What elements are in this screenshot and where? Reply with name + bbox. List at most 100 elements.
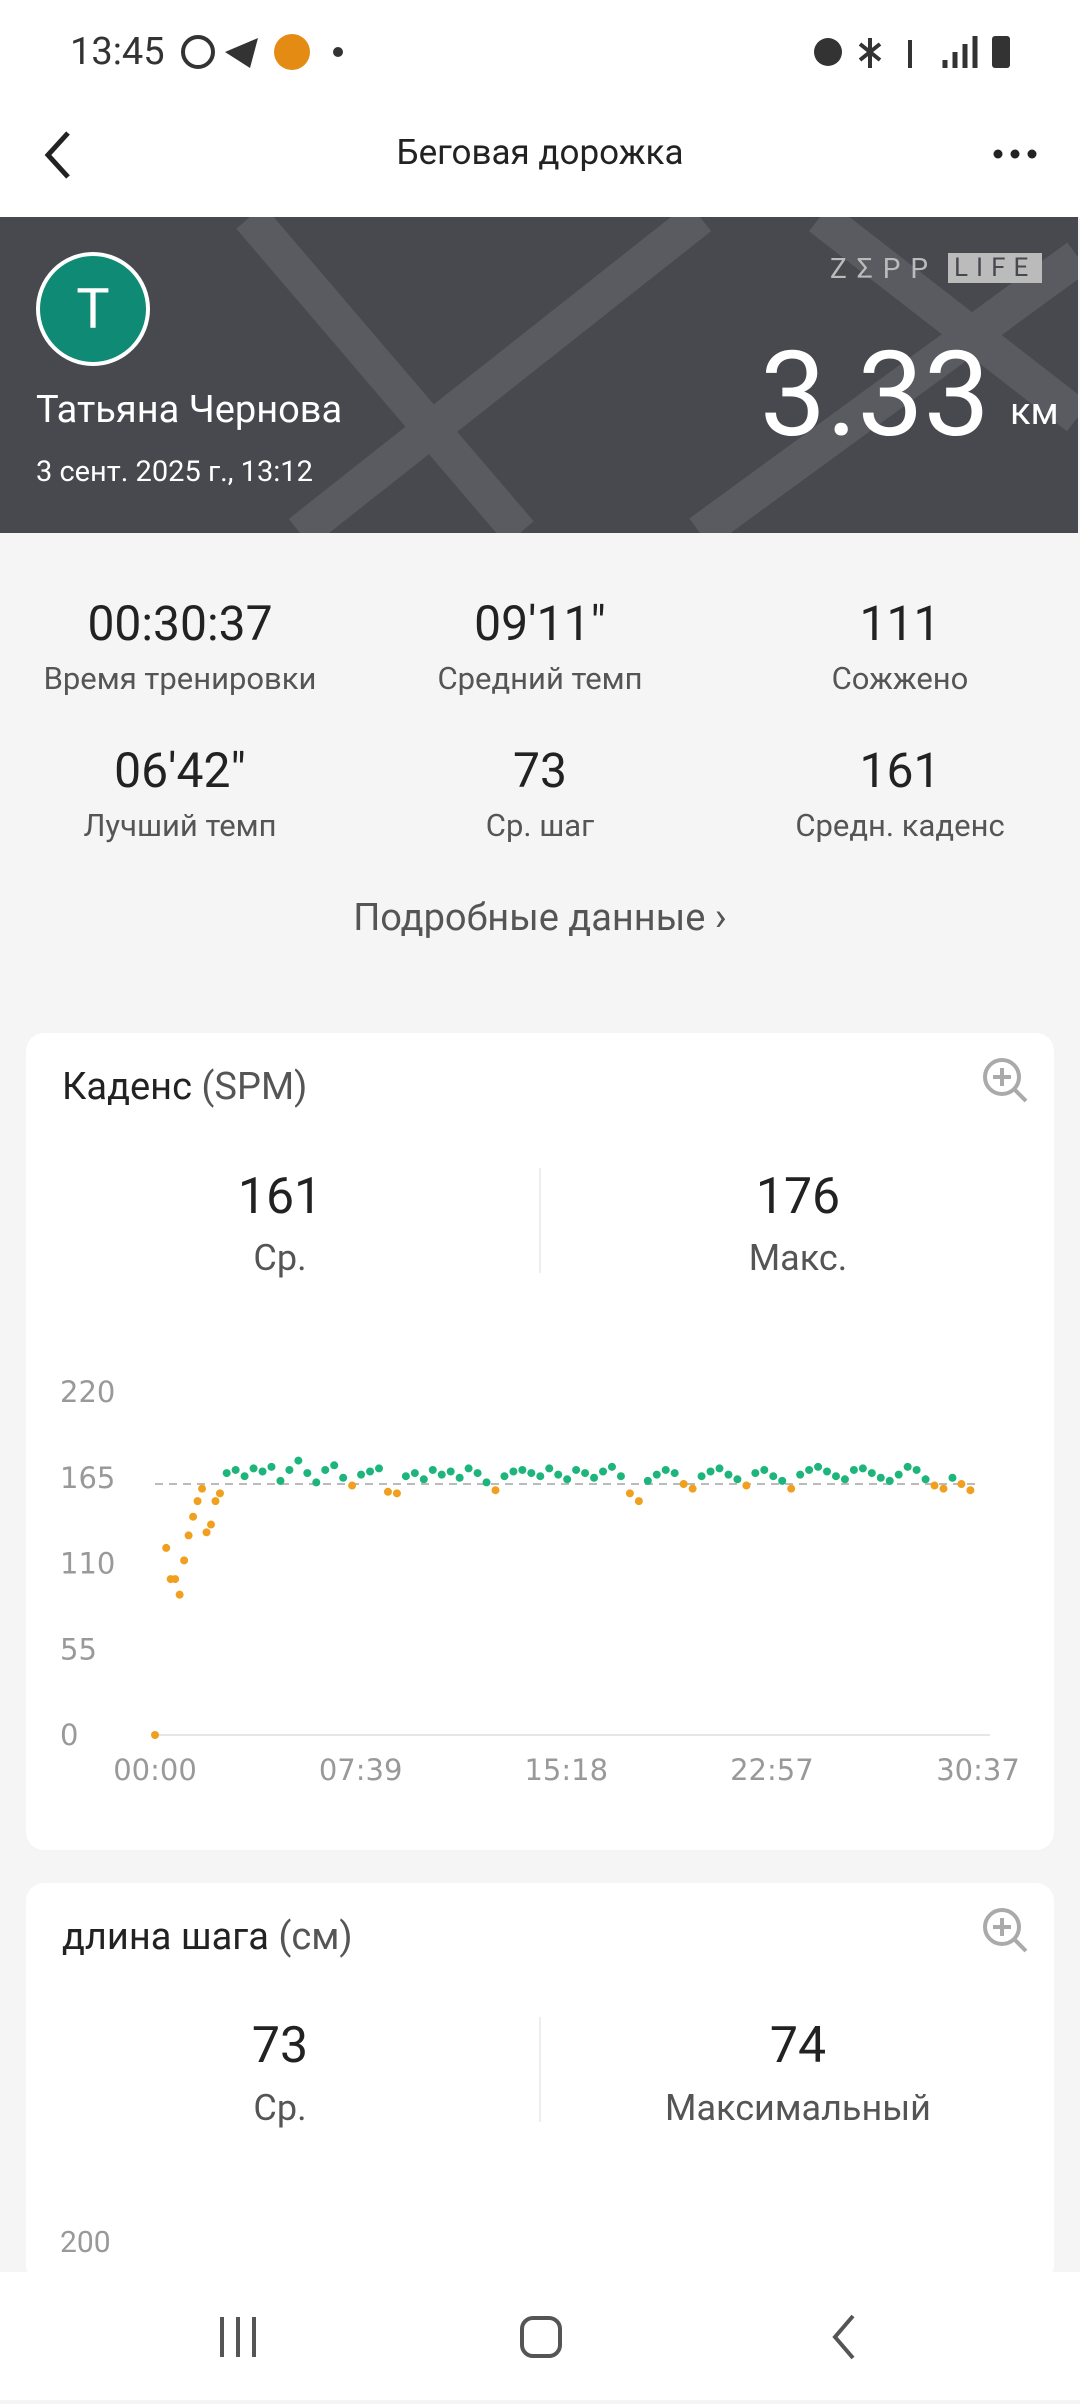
user-name: Татьяна Чернова <box>36 388 343 432</box>
details-text: Подробные данные <box>353 896 706 940</box>
divider <box>539 1168 541 1273</box>
data-point <box>751 1469 760 1478</box>
data-point <box>643 1476 652 1485</box>
data-point <box>184 1531 193 1540</box>
data-point <box>375 1464 384 1473</box>
data-point <box>482 1478 491 1487</box>
data-point <box>715 1464 724 1473</box>
x-tick-label: 30:37 <box>936 1753 1020 1787</box>
data-point <box>527 1469 536 1478</box>
data-point <box>240 1472 249 1481</box>
data-point <box>616 1472 625 1481</box>
data-point <box>581 1469 590 1478</box>
data-point <box>885 1476 894 1485</box>
stride-unit: (см) <box>278 1915 353 1959</box>
stat-label: Макс. <box>748 1237 848 1279</box>
data-point <box>491 1486 500 1495</box>
card-title: Каденс (SPM) <box>62 1065 307 1109</box>
stat-label: Ср. <box>253 1237 307 1279</box>
back-button[interactable] <box>40 125 80 185</box>
stat-value: 111 <box>859 595 941 652</box>
data-point <box>207 1520 216 1529</box>
data-point <box>215 1489 224 1498</box>
workout-date: 3 сент. 2025 г., 13:12 <box>36 455 313 489</box>
data-point <box>769 1472 778 1481</box>
stat-label: Время тренировки <box>43 660 317 697</box>
data-point <box>392 1489 401 1498</box>
data-point <box>805 1465 814 1474</box>
data-point <box>823 1467 832 1476</box>
data-point <box>536 1472 545 1481</box>
x-tick-label: 22:57 <box>730 1753 814 1787</box>
data-point <box>697 1472 706 1481</box>
data-point <box>330 1461 339 1470</box>
data-point <box>894 1470 903 1479</box>
data-point <box>957 1479 966 1488</box>
divider <box>539 2017 541 2122</box>
stat-label: Ср. шаг <box>485 807 595 844</box>
data-point <box>706 1467 715 1476</box>
more-button[interactable] <box>990 140 1040 170</box>
data-point <box>500 1472 509 1481</box>
data-point <box>930 1481 939 1490</box>
cadence-unit: (SPM) <box>201 1065 308 1109</box>
data-point <box>294 1456 303 1465</box>
stat-value: 161 <box>237 1168 323 1226</box>
data-point <box>634 1497 643 1506</box>
data-point <box>912 1465 921 1474</box>
stat-value: 06'42" <box>114 742 246 799</box>
data-point <box>939 1484 948 1493</box>
data-point <box>231 1465 240 1474</box>
data-point <box>446 1467 455 1476</box>
x-tick-label: 00:00 <box>113 1753 197 1787</box>
data-point <box>518 1465 527 1474</box>
data-point <box>473 1469 482 1478</box>
data-point <box>180 1556 189 1565</box>
data-point <box>276 1476 285 1485</box>
data-point <box>679 1479 688 1488</box>
stat-value: 73 <box>513 742 567 799</box>
stat-label: Средний темп <box>437 660 643 697</box>
data-point <box>590 1473 599 1482</box>
stat-label: Ср. <box>253 2087 307 2129</box>
data-point <box>339 1473 348 1482</box>
data-point <box>285 1465 294 1474</box>
data-point <box>321 1465 330 1474</box>
y-tick-label: 55 <box>60 1632 97 1666</box>
stat-label: Максимальный <box>665 2087 931 2129</box>
data-point <box>509 1467 518 1476</box>
y-tick-label: 165 <box>60 1461 115 1495</box>
system-icons <box>814 36 1010 68</box>
stat-value: 161 <box>859 742 941 799</box>
data-point <box>303 1469 312 1478</box>
stride-title: длина шага <box>62 1915 269 1959</box>
data-point <box>193 1497 202 1506</box>
details-link[interactable]: Подробные данные › <box>353 893 727 940</box>
data-point <box>428 1465 437 1474</box>
data-point <box>966 1486 975 1495</box>
data-point <box>554 1470 563 1479</box>
data-point <box>410 1469 419 1478</box>
page-title: Беговая дорожка <box>396 132 684 173</box>
top-area <box>0 0 1080 217</box>
zoom-button[interactable] <box>980 1055 1030 1105</box>
data-point <box>724 1470 733 1479</box>
data-point <box>455 1473 464 1482</box>
x-tick-label: 15:18 <box>524 1753 608 1787</box>
data-point <box>849 1465 858 1474</box>
data-point <box>189 1512 198 1521</box>
data-point <box>563 1475 572 1484</box>
zoom-button[interactable] <box>980 1905 1030 1955</box>
cadence-title: Каденс <box>62 1065 192 1109</box>
data-point <box>858 1464 867 1473</box>
data-point <box>661 1465 670 1474</box>
x-tick-label: 07:39 <box>319 1753 403 1787</box>
data-point <box>625 1489 634 1498</box>
data-point <box>948 1473 957 1482</box>
data-point <box>464 1464 473 1473</box>
y-tick-label: 0 <box>60 1718 78 1752</box>
data-point <box>401 1472 410 1481</box>
data-point <box>202 1528 211 1537</box>
card-title: длина шага (см) <box>62 1915 353 1959</box>
data-point <box>652 1470 661 1479</box>
